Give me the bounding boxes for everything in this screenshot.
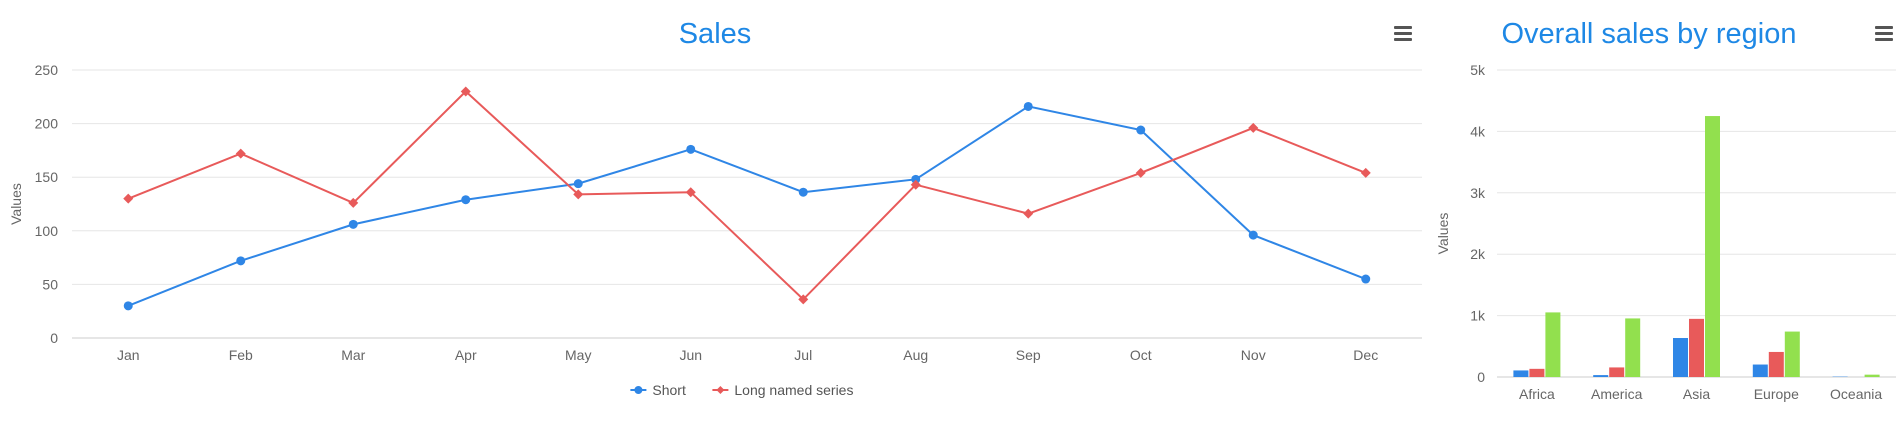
bar [1673, 338, 1688, 377]
y-axis-title: Values [8, 183, 24, 225]
data-point [1136, 168, 1146, 178]
y-tick-label: 0 [1477, 369, 1485, 385]
data-point [1361, 275, 1370, 284]
x-tick-label: Nov [1241, 347, 1266, 363]
legend-marker [716, 386, 724, 394]
data-point [1136, 126, 1145, 135]
data-point [799, 188, 808, 197]
chart-title: Sales [0, 18, 1430, 51]
x-tick-label: Jan [117, 347, 140, 363]
y-tick-label: 150 [35, 169, 59, 185]
y-tick-label: 5k [1470, 62, 1486, 78]
y-tick-label: 100 [35, 223, 59, 239]
chart-title: Overall sales by region [1396, 18, 1902, 51]
sales-line-chart: Sales 0 50 100 150 200 250 Values Jan Feb Mar Apr M… [0, 0, 1430, 418]
y-tick-label: 1k [1470, 308, 1486, 324]
x-tick-label: Dec [1353, 347, 1378, 363]
bar [1753, 365, 1768, 377]
x-tick-label: Jul [794, 347, 812, 363]
data-point [1361, 168, 1371, 178]
bar [1689, 319, 1704, 377]
x-tick-label: America [1591, 386, 1643, 402]
data-point [349, 220, 358, 229]
legend-item[interactable]: Short [630, 382, 686, 398]
x-tick-label: Europe [1754, 386, 1799, 402]
bar [1785, 332, 1800, 377]
series-line [128, 91, 1366, 299]
y-tick-label: 3k [1470, 185, 1486, 201]
legend-label: Long named series [734, 382, 853, 398]
x-tick-label: Mar [341, 347, 365, 363]
x-tick-label: Sep [1016, 347, 1041, 363]
data-point [123, 194, 133, 204]
x-tick-label: Apr [455, 347, 477, 363]
series-line [128, 106, 1366, 305]
data-point [686, 145, 695, 154]
x-tick-label: Feb [229, 347, 253, 363]
chart-menu-icon[interactable] [1875, 26, 1893, 42]
bar [1769, 352, 1784, 377]
data-point [1249, 231, 1258, 240]
data-point [1024, 102, 1033, 111]
bar [1609, 367, 1624, 377]
x-tick-label: Asia [1683, 386, 1710, 402]
bar [1625, 318, 1640, 377]
y-tick-label: 2k [1470, 246, 1486, 262]
legend-item[interactable]: Long named series [712, 382, 853, 398]
bar [1593, 375, 1608, 377]
x-tick-label: Africa [1519, 386, 1555, 402]
bar [1705, 116, 1720, 377]
x-tick-label: May [565, 347, 591, 363]
data-point [1023, 209, 1033, 219]
data-point [236, 149, 246, 159]
data-point [461, 195, 470, 204]
bar [1513, 370, 1528, 377]
legend: Short Long named series [630, 382, 853, 398]
region-plot: 0 1k 2k 3k 4k 5k Values Africa America Asia Europe… [1430, 0, 1902, 418]
x-tick-label: Oct [1130, 347, 1152, 363]
bar [1545, 312, 1560, 377]
y-axis-title: Values [1435, 213, 1451, 255]
bar [1865, 375, 1880, 377]
data-point [574, 179, 583, 188]
y-tick-label: 250 [35, 62, 59, 78]
y-tick-label: 0 [50, 330, 58, 346]
sales-plot: 0 50 100 150 200 250 Values Jan Feb Mar Apr May Jun J… [0, 0, 1430, 418]
x-tick-label: Oceania [1830, 386, 1882, 402]
y-tick-label: 4k [1470, 123, 1486, 139]
data-point [124, 301, 133, 310]
y-tick-label: 200 [35, 116, 59, 132]
x-tick-label: Aug [903, 347, 928, 363]
data-point [1248, 123, 1258, 133]
legend-marker [634, 386, 642, 394]
y-tick-label: 50 [42, 276, 58, 292]
x-tick-label: Jun [679, 347, 702, 363]
bar [1529, 369, 1544, 377]
legend-label: Short [652, 382, 686, 398]
data-point [236, 256, 245, 265]
